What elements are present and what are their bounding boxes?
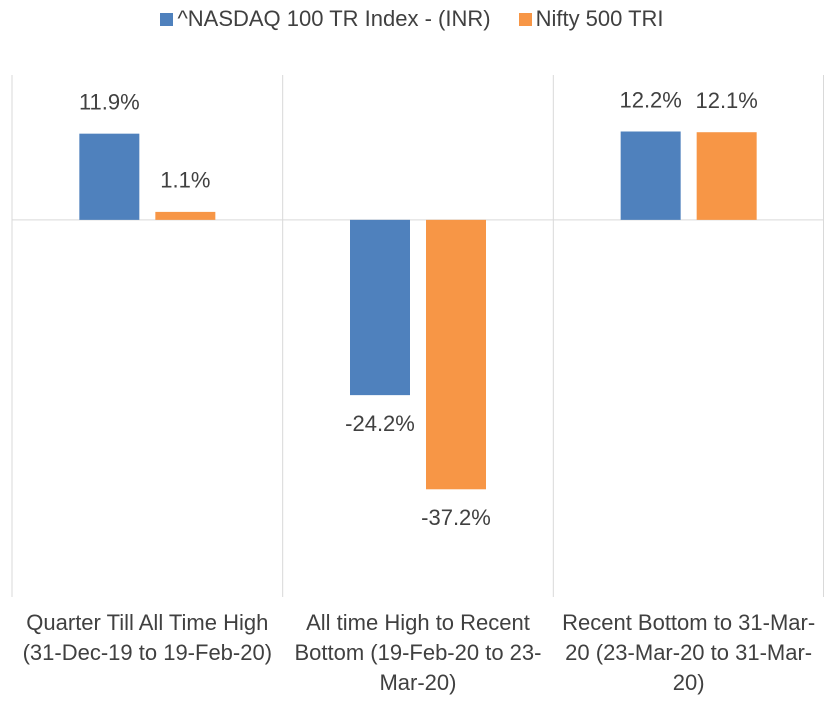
bar xyxy=(696,132,757,220)
bar xyxy=(79,133,140,220)
x-tick-label: Quarter Till All Time High (31-Dec-19 to… xyxy=(22,610,273,665)
value-label: 12.1% xyxy=(695,88,757,113)
value-label: 11.9% xyxy=(79,89,140,114)
legend-swatch xyxy=(518,12,532,26)
legend-item: ^NASDAQ 100 TR Index - (INR) xyxy=(160,6,491,32)
bar xyxy=(155,211,216,220)
legend-label: Nifty 500 TRI xyxy=(535,6,664,31)
value-label: 12.2% xyxy=(619,87,681,112)
x-tick-label: All time High to Recent Bottom (19-Feb-2… xyxy=(294,610,542,695)
bar xyxy=(350,219,410,396)
legend-label: ^NASDAQ 100 TR Index - (INR) xyxy=(177,6,491,31)
legend: ^NASDAQ 100 TR Index - (INR) Nifty 500 TR… xyxy=(0,6,824,32)
value-label: -37.2% xyxy=(421,505,491,530)
value-label: 1.1% xyxy=(160,168,210,193)
bar xyxy=(620,131,681,220)
value-label: -24.2% xyxy=(345,411,415,436)
legend-swatch xyxy=(160,12,174,26)
legend-item: Nifty 500 TRI xyxy=(518,6,664,32)
bar xyxy=(426,219,486,490)
x-tick-label: Recent Bottom to 31-Mar-20 (23-Mar-20 to… xyxy=(562,610,816,695)
